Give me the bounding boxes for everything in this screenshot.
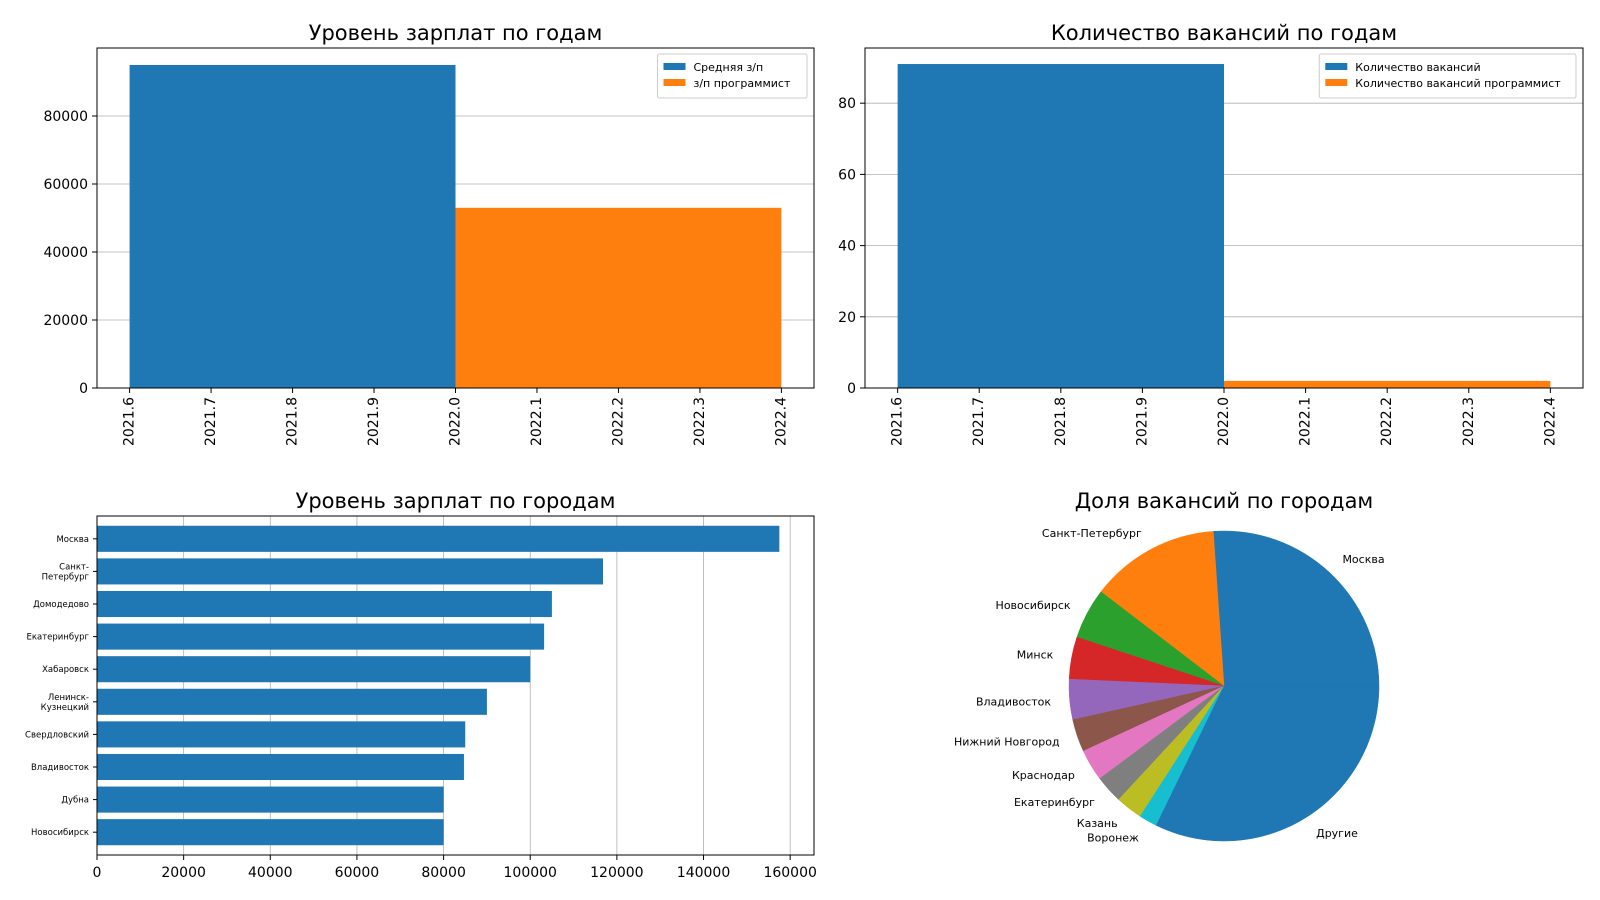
category-label: Новосибирск (31, 828, 89, 838)
pie-label: Санкт-Петербург (1042, 527, 1142, 540)
pie-slice (1213, 530, 1380, 687)
pie-label: Минск (1017, 649, 1054, 662)
x-tick-label: 20000 (161, 865, 206, 881)
x-tick-label: 2022.1 (1298, 397, 1314, 446)
y-tick-label: 60000 (43, 177, 88, 193)
chart-title: Уровень зарплат по годам (309, 21, 603, 45)
salary-by-year-chart: Уровень зарплат по годам 0 20000 40000 60000… (43, 21, 815, 446)
x-tick-label: 60000 (335, 865, 380, 881)
y-tick-label: 40 (838, 239, 856, 255)
category-label: Петербург (42, 572, 90, 582)
legend-label: Количество вакансий программист (1355, 77, 1561, 90)
x-tick-label: 2021.7 (971, 397, 987, 446)
pie-label: Краснодар (1012, 769, 1075, 782)
plot-frame (96, 515, 815, 856)
category-label: Санкт- (59, 562, 89, 572)
legend-label: Средняя з/п (694, 61, 764, 74)
chart-title: Доля вакансий по городам (1075, 489, 1374, 513)
bar (97, 786, 444, 813)
category-label: Дубна (61, 796, 89, 806)
category-label: Домодедово (33, 600, 89, 610)
chart-title: Количество вакансий по годам (1051, 21, 1397, 45)
pie-label: Нижний Новгород (954, 736, 1060, 749)
x-tick-label: 2022.2 (1379, 397, 1395, 446)
y-tick-label: 60 (838, 167, 856, 183)
pie-slice (1100, 531, 1225, 687)
category-label: Кузнецкий (41, 703, 89, 713)
category-label: Екатеринбург (26, 633, 89, 643)
x-tick-label: 2021.8 (285, 397, 301, 446)
bar (97, 753, 464, 781)
x-tick-label: 2022.0 (1216, 397, 1232, 446)
bar (97, 525, 780, 552)
bar (455, 207, 782, 388)
pie-label: Другие (1316, 827, 1358, 840)
x-tick-label: 2022.0 (448, 397, 464, 446)
legend-label: з/п программист (694, 77, 791, 90)
pie-label: Воронеж (1087, 831, 1139, 844)
pie-label: Новосибирск (996, 599, 1071, 612)
legend-box (657, 53, 808, 99)
category-label: Москва (56, 535, 89, 545)
x-tick-label: 120000 (590, 865, 643, 881)
category-label: Свердловский (25, 730, 89, 740)
legend-swatch (663, 79, 686, 86)
legend-box (1318, 53, 1577, 99)
y-tick-label: 20 (838, 310, 856, 326)
x-tick-label: 0 (93, 865, 102, 881)
x-tick-label: 2022.3 (692, 397, 708, 446)
x-tick-label: 2021.9 (1134, 397, 1150, 446)
pie-label: Москва (1342, 553, 1384, 566)
pie-label: Екатеринбург (1014, 796, 1095, 809)
pie-label: Владивосток (976, 695, 1051, 708)
vacancies-by-year-chart: Количество вакансий по годам 0 20 40 60 80 202… (838, 21, 1584, 446)
pie-slice (1155, 685, 1380, 842)
x-tick-label: 2022.2 (610, 397, 626, 446)
y-tick-label: 80 (838, 96, 856, 112)
x-tick-label: 2021.6 (122, 397, 138, 446)
x-tick-label: 2021.6 (890, 397, 906, 446)
category-label: Хабаровск (42, 665, 89, 675)
bar (97, 819, 444, 846)
x-tick-label: 40000 (248, 865, 293, 881)
bar (129, 65, 456, 388)
x-tick-label: 160000 (763, 865, 816, 881)
pie-label: Казань (1077, 817, 1118, 830)
category-label: Ленинск- (48, 693, 89, 703)
x-tick-label: 2022.4 (773, 397, 789, 446)
bar (97, 688, 487, 715)
bar (97, 656, 531, 683)
vacancy-share-by-city-chart: Доля вакансий по городам Москва Санкт-Пете… (954, 489, 1385, 844)
bar (97, 623, 545, 650)
category-label: Владивосток (31, 763, 89, 773)
x-tick-label: 140000 (677, 865, 730, 881)
legend-swatch (663, 63, 686, 70)
x-tick-label: 2022.4 (1542, 397, 1558, 446)
chart-title: Уровень зарплат по городам (296, 489, 616, 513)
x-tick-label: 80000 (421, 865, 466, 881)
bar (97, 721, 466, 748)
bar (1224, 380, 1551, 388)
y-tick-label: 40000 (43, 245, 88, 261)
legend-swatch (1325, 63, 1348, 70)
x-tick-label: 2021.8 (1053, 397, 1069, 446)
x-tick-label: 2021.7 (203, 397, 219, 446)
bar (897, 64, 1224, 389)
y-tick-label: 0 (847, 381, 856, 397)
legend-label: Количество вакансий (1355, 61, 1480, 74)
bar (97, 558, 604, 585)
y-tick-label: 0 (79, 381, 88, 397)
y-tick-label: 80000 (43, 109, 88, 125)
bar (97, 590, 552, 618)
x-tick-label: 100000 (504, 865, 557, 881)
x-tick-label: 2022.3 (1461, 397, 1477, 446)
legend-swatch (1325, 79, 1348, 86)
salary-by-city-chart: Уровень зарплат по городам Москва Санкт-Пе… (25, 489, 817, 881)
y-tick-label: 20000 (43, 313, 88, 329)
x-tick-label: 2022.1 (529, 397, 545, 446)
x-tick-label: 2021.9 (366, 397, 382, 446)
